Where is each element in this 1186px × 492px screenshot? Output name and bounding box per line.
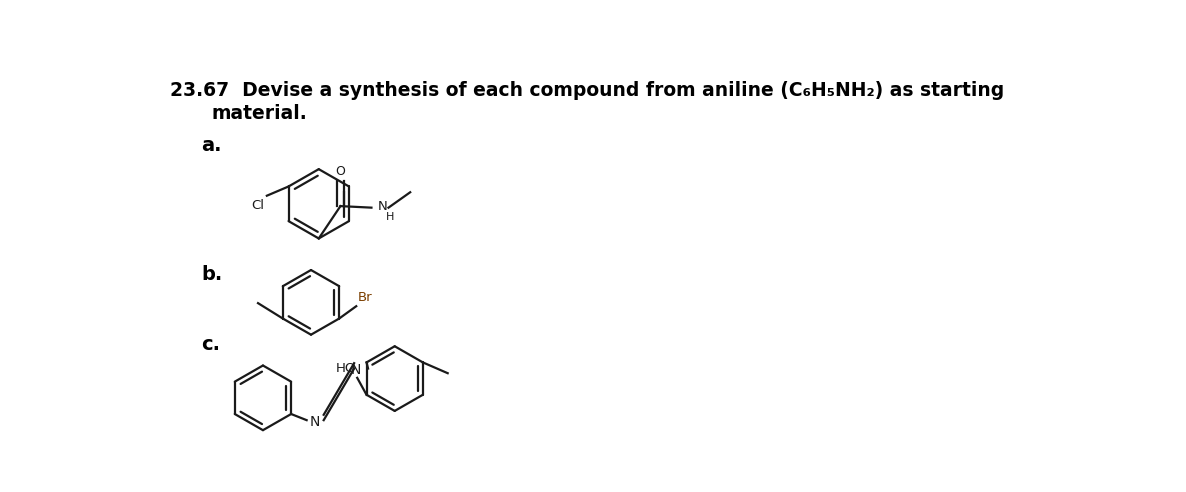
Text: N: N [351, 363, 361, 377]
Text: material.: material. [212, 104, 307, 123]
Text: c.: c. [200, 335, 219, 354]
Text: a.: a. [200, 136, 222, 155]
Text: N: N [377, 200, 388, 213]
Text: b.: b. [200, 265, 222, 284]
Text: Cl: Cl [251, 199, 264, 212]
Text: H: H [385, 212, 394, 222]
Text: HO: HO [336, 362, 356, 375]
Text: O: O [336, 165, 345, 179]
Text: N: N [310, 415, 319, 429]
Text: Br: Br [358, 291, 372, 304]
Text: 23.67  Devise a synthesis of each compound from aniline (C₆H₅NH₂) as starting: 23.67 Devise a synthesis of each compoun… [170, 81, 1005, 99]
